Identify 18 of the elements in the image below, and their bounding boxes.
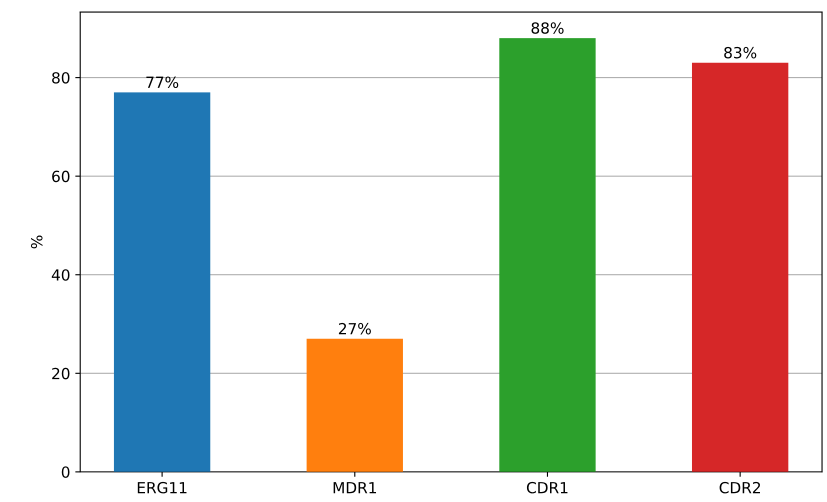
x-tick-label: CDR1	[526, 482, 568, 494]
y-tick-label: 60	[52, 170, 70, 182]
bar	[114, 92, 210, 472]
x-tick-label: MDR1	[334, 482, 376, 494]
data-label: 83%	[724, 46, 756, 58]
x-tick-label: ERG11	[138, 482, 186, 494]
y-tick-label: 40	[52, 269, 70, 281]
bar	[499, 38, 596, 472]
data-label: 88%	[532, 22, 564, 34]
y-tick-label: 20	[52, 368, 70, 380]
bar	[692, 62, 788, 472]
x-tick-label: CDR2	[720, 482, 760, 494]
data-label: 27%	[338, 322, 371, 334]
data-label: 77%	[146, 76, 178, 88]
bar	[306, 338, 403, 472]
y-tick-label: 80	[52, 72, 70, 84]
y-tick-label: 0	[62, 466, 70, 478]
y-axis-title: %	[30, 236, 43, 248]
